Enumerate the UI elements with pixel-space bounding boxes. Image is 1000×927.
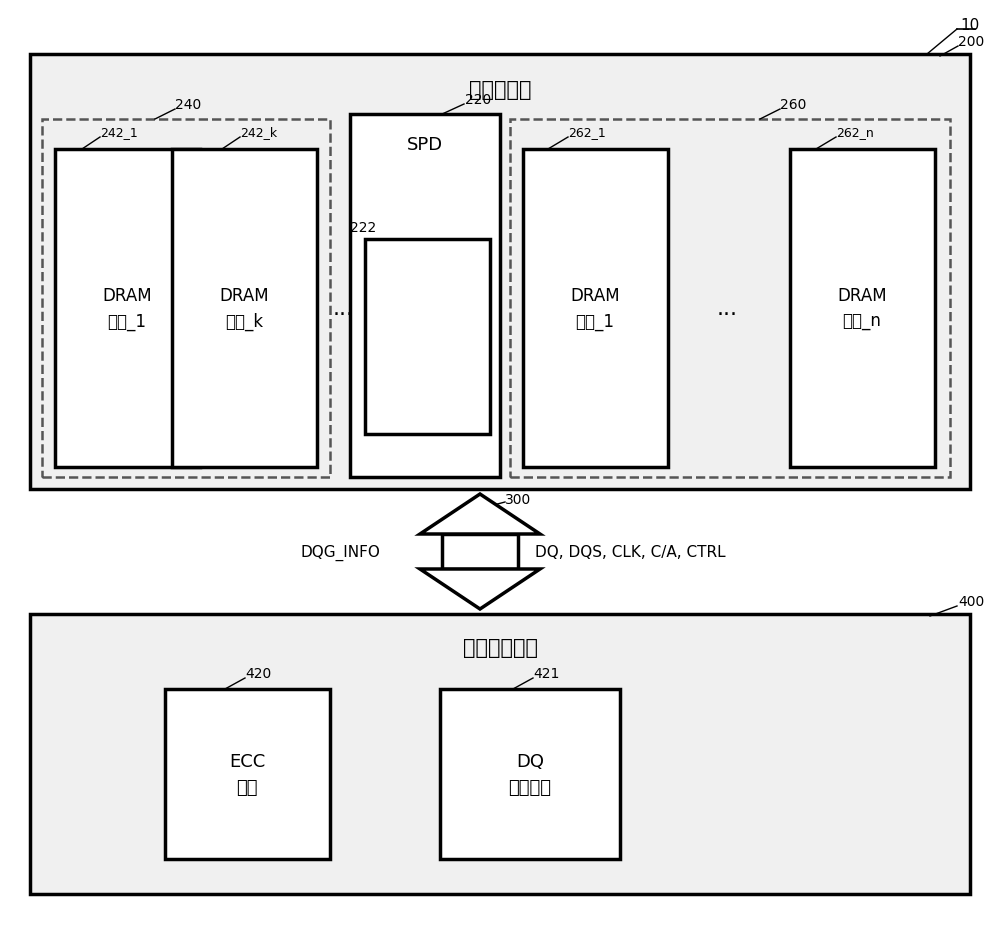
Polygon shape (420, 494, 540, 535)
Text: 260: 260 (780, 98, 806, 112)
Text: 存储器控制器: 存储器控制器 (463, 638, 538, 657)
Bar (30, 615, 970, 894)
Text: DQG_INFO: DQG_INFO (300, 544, 380, 560)
Bar (30, 55, 970, 489)
Bar (442, 535, 518, 569)
Text: 存储器模块: 存储器模块 (469, 80, 531, 100)
Text: DRAM
芯片_k: DRAM 芯片_k (219, 286, 269, 331)
Text: DQ, DQS, CLK, C/A, CTRL: DQ, DQS, CLK, C/A, CTRL (535, 544, 726, 559)
Bar (365, 240, 490, 435)
Text: 222: 222 (350, 221, 376, 235)
Bar (510, 120, 950, 477)
Text: 242_k: 242_k (240, 126, 277, 139)
Text: 262_n: 262_n (836, 126, 874, 139)
Text: 400: 400 (958, 594, 984, 608)
Text: DRAM
芯片_1: DRAM 芯片_1 (570, 286, 620, 331)
Text: 300: 300 (505, 492, 531, 506)
Text: ...: ... (716, 298, 738, 319)
Text: SPD: SPD (407, 136, 443, 154)
Text: 220: 220 (465, 93, 491, 107)
Bar (165, 690, 330, 859)
Bar (350, 115, 500, 477)
Bar (55, 150, 200, 467)
Text: DQG
Info: DQG Info (408, 314, 446, 359)
Text: DRAM
芯片_1: DRAM 芯片_1 (102, 286, 152, 331)
Text: 242_1: 242_1 (100, 126, 138, 139)
Text: DQ
组管理器: DQ 组管理器 (509, 752, 552, 796)
Text: 10: 10 (960, 18, 979, 32)
Text: 200: 200 (958, 35, 984, 49)
Text: 420: 420 (245, 667, 271, 680)
Bar (790, 150, 935, 467)
Text: 240: 240 (175, 98, 201, 112)
Bar (172, 150, 317, 467)
Bar (523, 150, 668, 467)
Text: 421: 421 (533, 667, 559, 680)
Bar (42, 120, 330, 477)
Text: ECC
引擎: ECC 引擎 (229, 752, 265, 796)
Polygon shape (420, 569, 540, 609)
Text: 262_1: 262_1 (568, 126, 606, 139)
Text: DRAM
芯片_n: DRAM 芯片_n (837, 286, 887, 331)
Bar (440, 690, 620, 859)
Text: ...: ... (333, 298, 354, 319)
